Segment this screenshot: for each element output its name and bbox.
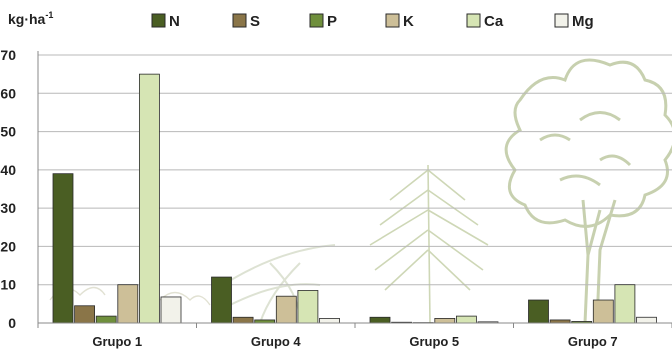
bar-ca-grupo-1 <box>138 73 160 324</box>
gridlines <box>38 54 672 286</box>
bar-ca-grupo-5 <box>455 315 477 324</box>
y-tick-label: 40 <box>0 162 16 178</box>
bar-k-grupo-5 <box>434 318 456 324</box>
legend-swatch-mg <box>554 13 569 28</box>
legend-swatch-p <box>309 13 324 28</box>
bar-k-grupo-1 <box>117 284 139 324</box>
bar-mg-grupo-4 <box>319 318 340 324</box>
y-tick-label: 60 <box>0 85 16 101</box>
legend: N S P K Ca Mg <box>151 13 594 30</box>
bar-mg-grupo-7 <box>636 316 657 324</box>
fern-illustration <box>214 244 336 324</box>
legend-label-ca: Ca <box>484 13 504 30</box>
bar-n-grupo-5 <box>369 316 391 324</box>
palm-illustration <box>369 164 489 324</box>
legend-label-s: S <box>250 13 260 30</box>
legend-swatch-ca <box>466 13 481 28</box>
legend-swatch-n <box>151 13 166 28</box>
legend-swatch-s <box>232 13 247 28</box>
legend-label-k: K <box>403 13 414 30</box>
x-axis: Grupo 1 Grupo 4 Grupo 5 Grupo 7 <box>37 322 672 349</box>
x-category-label: Grupo 4 <box>251 334 302 349</box>
y-axis: 0 10 20 30 40 50 60 70 <box>0 47 39 331</box>
bar-p-grupo-1 <box>95 315 117 324</box>
x-category-label: Grupo 1 <box>92 334 142 349</box>
y-axis-label: kg·ha-1 <box>8 10 53 27</box>
bar-n-grupo-1 <box>52 173 74 324</box>
y-tick-label: 20 <box>0 238 16 254</box>
bar-s-grupo-4 <box>232 316 254 324</box>
bar-ca-grupo-4 <box>297 290 319 324</box>
x-category-label: Grupo 7 <box>568 334 618 349</box>
legend-swatch-k <box>385 13 400 28</box>
y-tick-label: 0 <box>8 315 16 331</box>
y-tick-label: 10 <box>0 277 16 293</box>
legend-label-mg: Mg <box>572 13 594 30</box>
bar-n-grupo-4 <box>211 276 232 324</box>
y-tick-label: 70 <box>0 47 16 63</box>
legend-label-n: N <box>169 13 180 30</box>
y-tick-label: 30 <box>0 200 16 216</box>
legend-label-p: P <box>327 13 337 30</box>
tree-illustration <box>504 58 672 324</box>
bar-mg-grupo-1 <box>160 296 182 324</box>
y-tick-label: 50 <box>0 124 16 140</box>
bar-ca-grupo-7 <box>614 284 636 324</box>
bar-n-grupo-7 <box>528 299 549 324</box>
bars <box>52 73 657 324</box>
x-category-label: Grupo 5 <box>409 334 459 349</box>
bar-k-grupo-7 <box>592 299 614 324</box>
bar-s-grupo-1 <box>74 305 95 324</box>
bar-k-grupo-4 <box>275 295 297 324</box>
